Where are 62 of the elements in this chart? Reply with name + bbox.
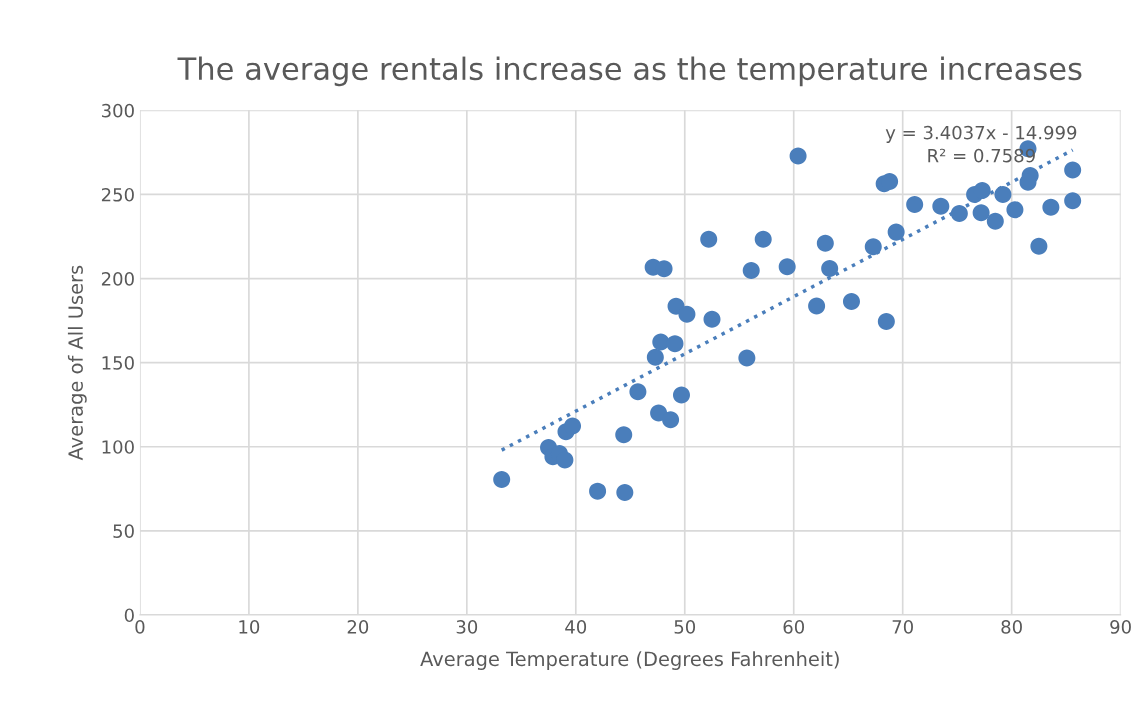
y-tick-label: 250 xyxy=(101,187,134,202)
point xyxy=(556,451,574,469)
point xyxy=(986,212,1004,230)
y-tick-label: 50 xyxy=(113,524,134,538)
point xyxy=(1042,198,1060,216)
x-tick-label: 80 xyxy=(1001,620,1022,634)
annotation: y = 3.4037x - 14.999 R² = 0.7589 xyxy=(885,125,1077,163)
point xyxy=(662,411,680,429)
point xyxy=(738,349,756,367)
x-tick-label: 10 xyxy=(239,620,260,634)
point xyxy=(877,313,895,331)
point xyxy=(493,471,511,489)
chart-title: The average rentals increase as the temperature increases xyxy=(177,56,1082,87)
point xyxy=(994,185,1012,203)
point xyxy=(906,196,924,214)
point xyxy=(973,181,991,199)
point xyxy=(950,204,968,222)
point xyxy=(564,417,582,435)
y-tick-label: 200 xyxy=(101,272,134,286)
point xyxy=(808,297,826,315)
point xyxy=(678,305,696,323)
point xyxy=(816,234,834,252)
point xyxy=(1006,201,1024,219)
point xyxy=(652,333,670,351)
point xyxy=(646,348,664,366)
y-axis-title: Average of All Users xyxy=(67,265,87,461)
point xyxy=(864,238,882,256)
point xyxy=(1064,192,1082,210)
y-tick-label: 0 xyxy=(124,608,134,623)
point xyxy=(615,426,633,444)
point xyxy=(754,230,772,248)
point xyxy=(672,386,690,404)
x-tick-label: 40 xyxy=(565,620,587,634)
point xyxy=(1064,161,1082,179)
x-axis-title: Average Temperature (Degrees Fahrenheit) xyxy=(420,651,839,670)
x-tick-label: 30 xyxy=(456,620,478,634)
point xyxy=(932,197,950,215)
point xyxy=(842,293,860,311)
point xyxy=(972,204,990,222)
point xyxy=(887,223,905,241)
y-tick-label: 300 xyxy=(101,103,134,118)
x-tick-label: 20 xyxy=(347,620,369,634)
x-tick-label: 50 xyxy=(674,620,696,634)
point xyxy=(881,172,899,190)
point xyxy=(700,230,718,248)
point xyxy=(1030,237,1048,255)
point xyxy=(789,147,807,165)
x-tick-label: 90 xyxy=(1110,620,1131,634)
point xyxy=(821,259,839,277)
y-tick-label: 150 xyxy=(102,356,134,370)
point xyxy=(616,483,634,501)
point xyxy=(778,258,796,276)
point xyxy=(703,310,721,328)
point xyxy=(742,261,760,279)
point xyxy=(589,482,607,500)
point xyxy=(655,260,673,278)
point xyxy=(666,335,684,353)
point xyxy=(629,383,647,401)
y-tick-label: 100 xyxy=(102,440,134,454)
x-tick-label: 70 xyxy=(892,620,913,634)
x-tick-label: 0 xyxy=(135,620,145,634)
x-tick-label: 60 xyxy=(783,620,805,634)
